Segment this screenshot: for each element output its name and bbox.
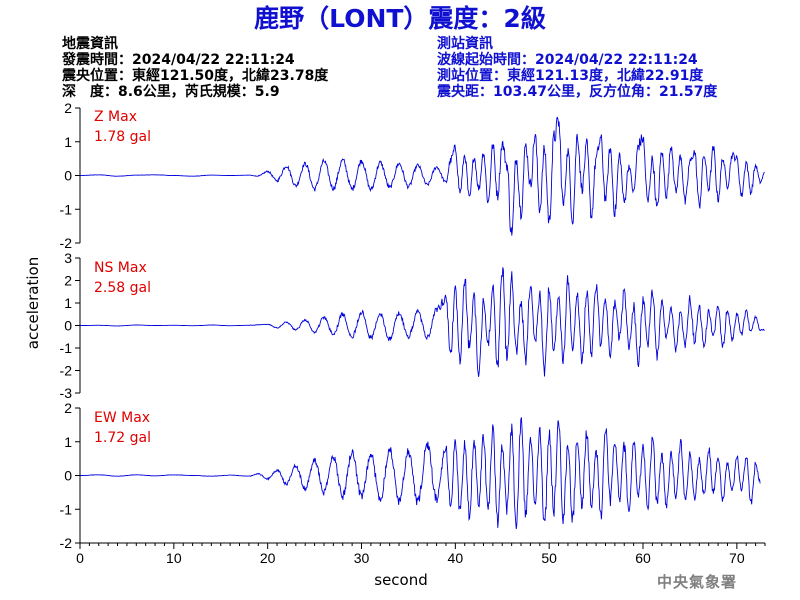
- x-tick-label: 30: [354, 550, 370, 566]
- x-tick-label: 60: [635, 550, 651, 566]
- quake-info-block: 地震資訊 發震時間：2024/04/22 22:11:24 震央位置：東經121…: [62, 36, 328, 100]
- ns-max-value: 2.58 gal: [94, 280, 151, 296]
- z-y-tick-label: 1: [64, 134, 72, 150]
- ew-max-label: EW Max 1.72 gal: [94, 408, 151, 448]
- z-y-tick-label: 2: [64, 100, 72, 116]
- ns-y-tick-label: 1: [64, 295, 72, 311]
- depth-magnitude: 深 度：8.6公里，芮氏規模：5.9: [62, 84, 280, 100]
- z-max-title: Z Max: [94, 109, 137, 125]
- ew-max-title: EW Max: [94, 410, 151, 426]
- distance-azimuth: 震央距：103.47公里，反方位角：21.57度: [437, 84, 718, 100]
- z-y-tick-label: -1: [60, 201, 73, 217]
- z-max-label: Z Max 1.78 gal: [94, 107, 151, 147]
- wave-start-time: 波線起始時間：2024/04/22 22:11:24: [437, 52, 698, 68]
- ns-y-tick-label: 3: [64, 250, 72, 266]
- ew-y-tick-label: -2: [60, 535, 73, 551]
- station-info-heading: 測站資訊: [437, 36, 493, 52]
- x-axis-label: second: [374, 571, 428, 589]
- z-trace: [80, 116, 765, 236]
- z-y-tick-label: -2: [60, 235, 73, 251]
- ns-y-tick-label: 0: [64, 318, 72, 334]
- ns-trace: [80, 267, 765, 377]
- x-tick-label: 10: [166, 550, 182, 566]
- x-tick-label: 70: [729, 550, 745, 566]
- ew-y-tick-label: 0: [64, 468, 72, 484]
- ew-y-tick-label: -1: [60, 501, 73, 517]
- x-tick-label: 40: [448, 550, 464, 566]
- station-location: 測站位置：東經121.13度，北緯22.91度: [437, 68, 704, 84]
- chart-title: 鹿野（LONT）震度：2級: [254, 4, 546, 33]
- ns-max-label: NS Max 2.58 gal: [94, 258, 151, 298]
- ew-max-value: 1.72 gal: [94, 430, 151, 446]
- ns-y-tick-label: -1: [60, 340, 73, 356]
- ew-y-tick-label: 2: [64, 400, 72, 416]
- origin-time: 發震時間：2024/04/22 22:11:24: [62, 52, 295, 68]
- quake-info-heading: 地震資訊: [62, 36, 118, 52]
- epicenter-location: 震央位置：東經121.50度，北緯23.78度: [62, 68, 329, 84]
- x-tick-label: 20: [260, 550, 276, 566]
- ns-y-tick-label: -3: [60, 385, 73, 401]
- x-tick-label: 0: [76, 550, 84, 566]
- x-tick-label: 50: [541, 550, 557, 566]
- y-axis-label: acceleration: [24, 256, 42, 350]
- ew-y-tick-label: 1: [64, 434, 72, 450]
- z-max-value: 1.78 gal: [94, 129, 151, 145]
- station-info-block: 測站資訊 波線起始時間：2024/04/22 22:11:24 測站位置：東經1…: [437, 36, 717, 100]
- ns-y-tick-label: -2: [60, 363, 73, 379]
- ns-max-title: NS Max: [94, 260, 147, 276]
- z-y-tick-label: 0: [64, 168, 72, 184]
- ew-trace: [79, 417, 761, 529]
- agency-watermark: 中央氣象署: [657, 573, 738, 591]
- ns-y-tick-label: 2: [64, 273, 72, 289]
